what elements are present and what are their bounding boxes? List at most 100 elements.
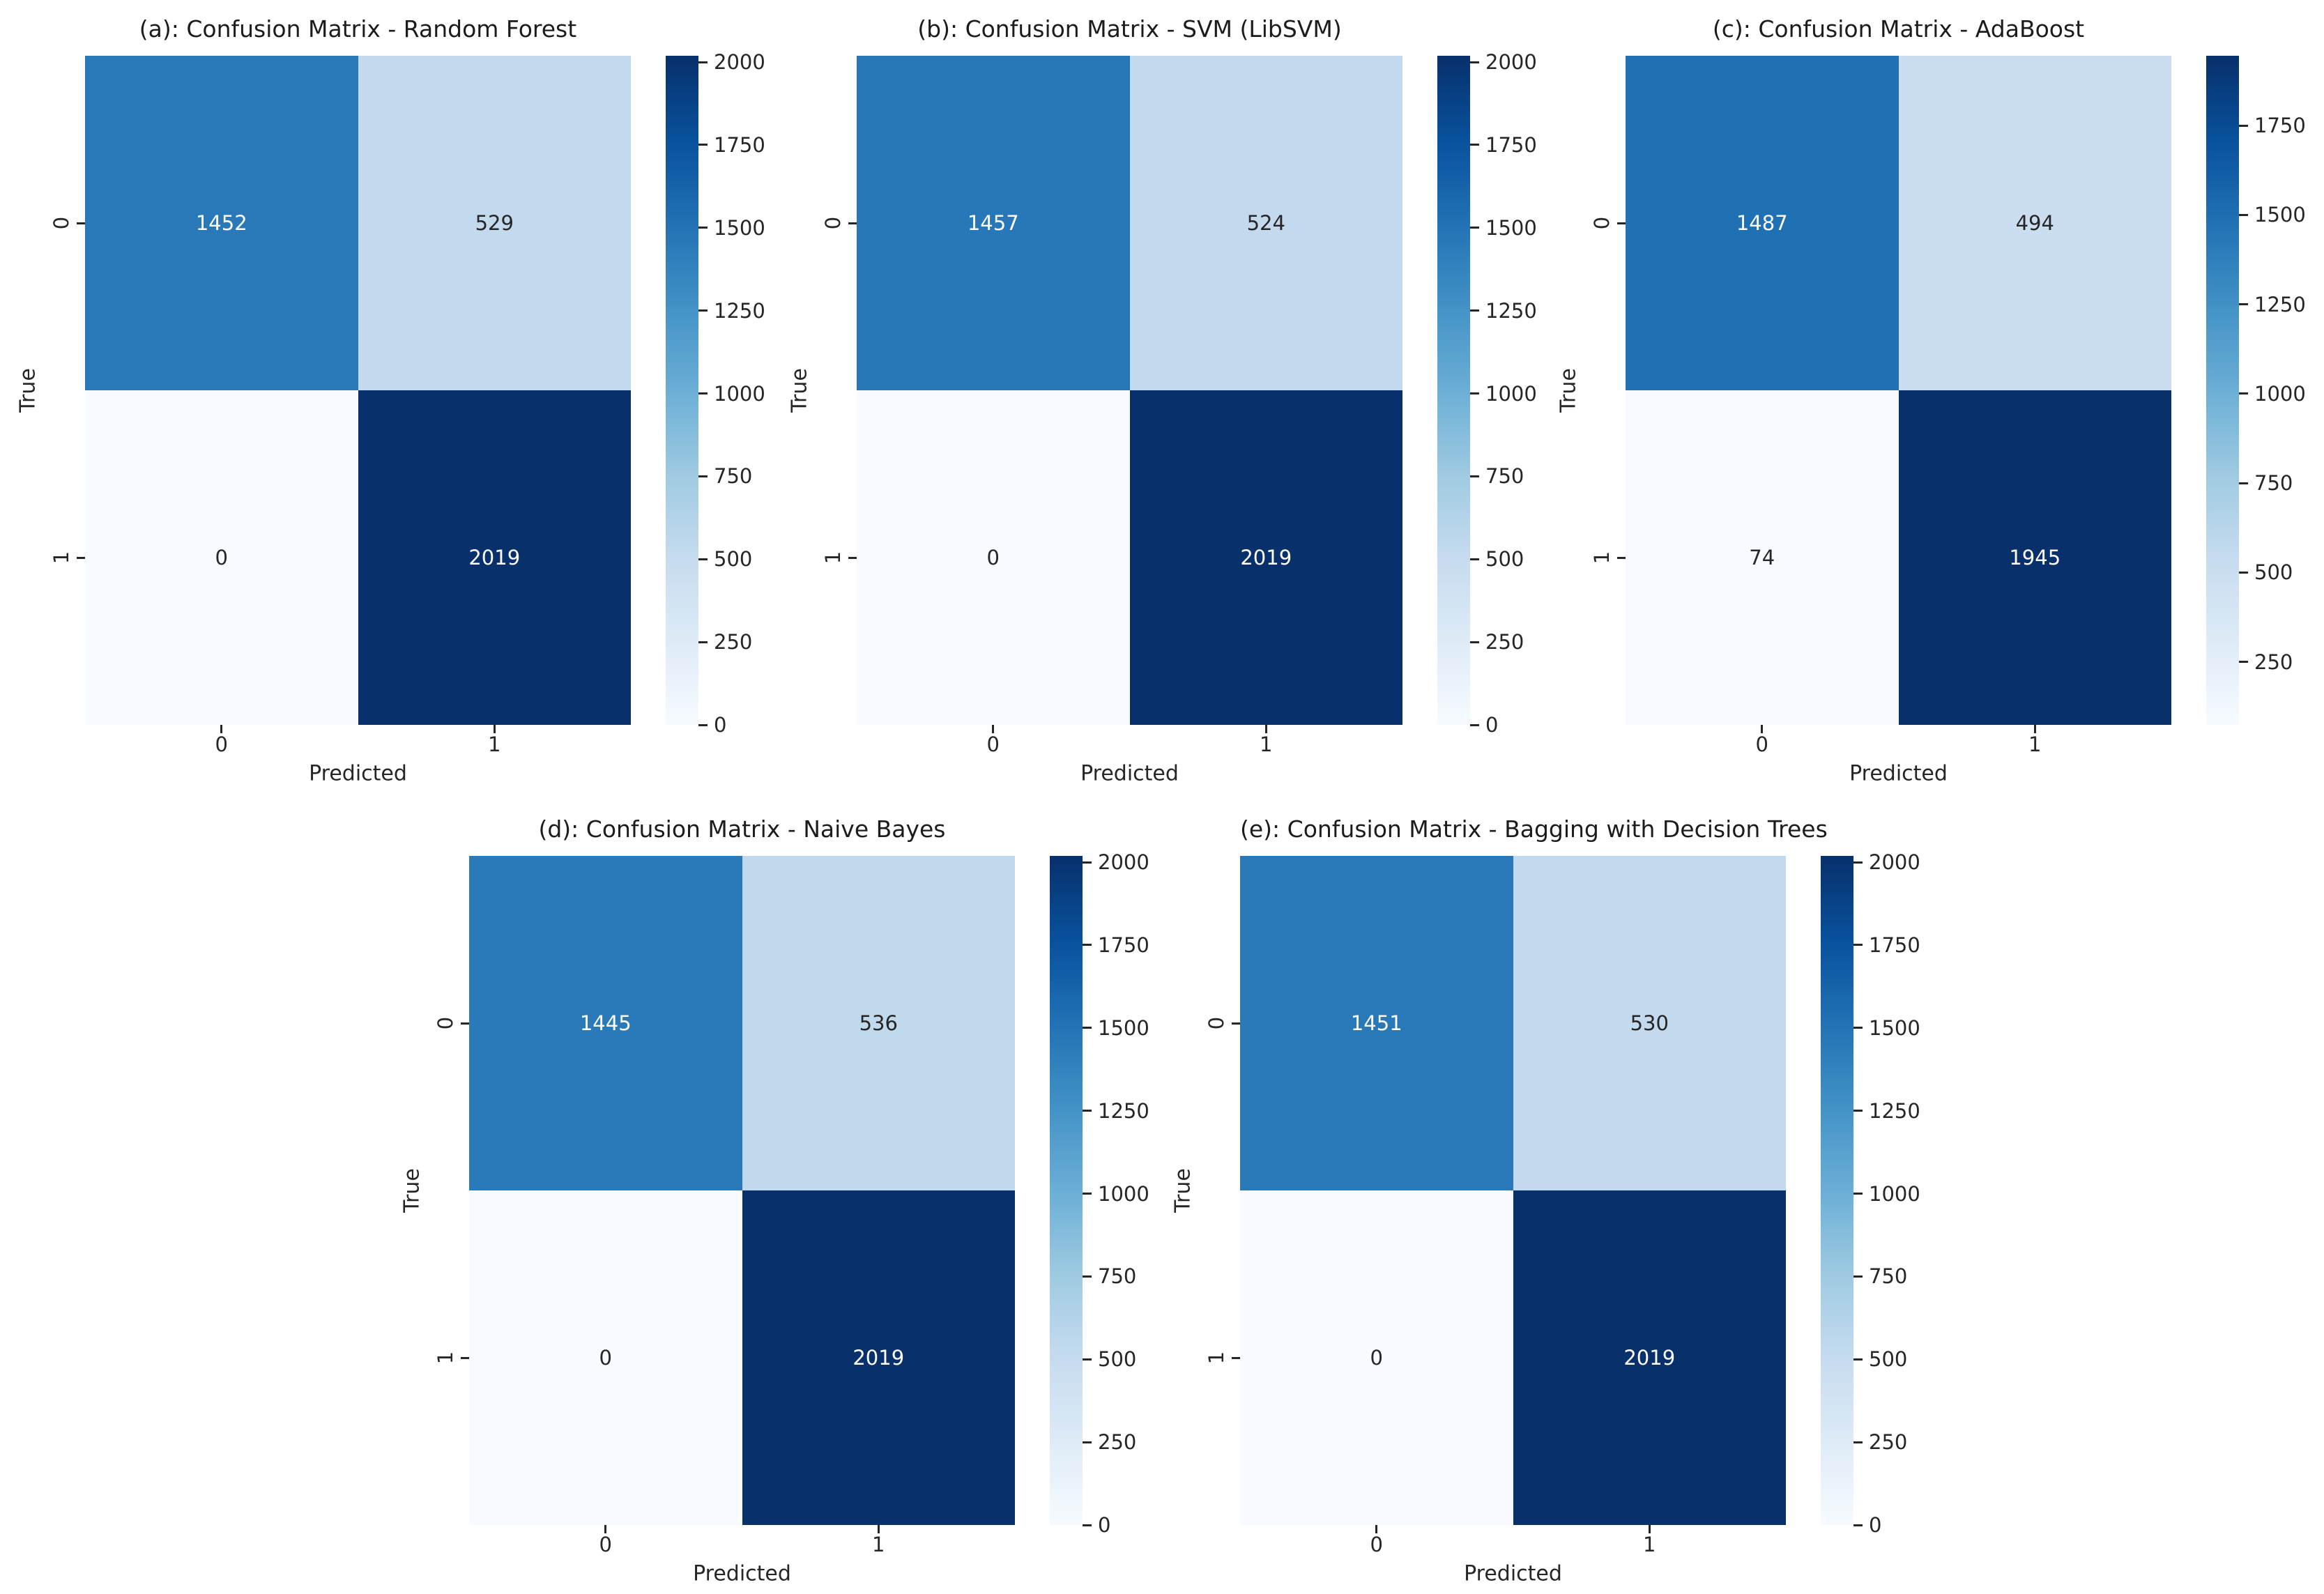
colorbar-tick-label: 2000 [1869,850,1920,875]
colorbar-tick-mark [1083,1524,1092,1526]
colorbar-tick-label: 750 [2254,471,2293,496]
colorbar-tick-mark [1083,1275,1092,1278]
x-axis-label-b: Predicted [1080,761,1179,786]
colorbar-tick-mark [1853,944,1863,947]
y-tick-mark [1232,1022,1240,1025]
x-tick-mark [2033,725,2036,733]
colorbar-tick-mark [2239,213,2248,216]
colorbar-tick-mark [698,558,708,560]
colorbar-tick-label: 1500 [1485,215,1537,240]
x-tick-label: 0 [215,733,228,756]
colorbar-tick-mark [1853,1193,1863,1195]
colorbar-tick-mark [1853,1358,1863,1361]
colorbar-tick-label: 250 [2254,650,2293,674]
x-axis-label-d: Predicted [693,1561,791,1586]
x-tick-mark [220,725,223,733]
colorbar-tick-label: 250 [1485,630,1524,654]
cell-e-00: 1451 [1240,856,1513,1190]
colorbar-tick-label: 1500 [1098,1016,1149,1040]
colorbar-tick-mark [2239,482,2248,484]
colorbar-tick-mark [1470,144,1479,146]
cell-e-01: 530 [1513,856,1786,1190]
colorbar-tick-label: 500 [1098,1347,1137,1372]
x-tick-label: 1 [1643,1533,1656,1556]
cell-value: 529 [475,211,514,235]
colorbar-tick-mark [1083,944,1092,947]
x-tick-label: 0 [1370,1533,1383,1556]
colorbar-tick-mark [1083,1027,1092,1029]
plot-title-a: (a): Confusion Matrix - Random Forest [139,15,577,43]
colorbar-tick-mark [698,641,708,643]
x-tick-mark [1648,1525,1651,1533]
cell-value: 1487 [1736,211,1788,235]
colorbar-b [1437,56,1470,725]
y-tick-label: 1 [1205,1351,1228,1365]
cell-c-11: 1945 [1898,390,2171,725]
y-axis-label-e: True [1170,1168,1195,1213]
cell-value: 2019 [1623,1346,1676,1370]
colorbar-tick-label: 1750 [1485,132,1537,157]
colorbar-tick-label: 750 [1869,1264,1908,1289]
x-tick-mark [604,1525,607,1533]
colorbar-d [1050,856,1083,1525]
colorbar-tick-mark [1470,723,1479,726]
colorbar-a [666,56,698,725]
colorbar-tick-mark [1853,1441,1863,1443]
colorbar-tick-label: 500 [714,547,753,572]
y-tick-mark [77,222,85,224]
y-tick-mark [848,222,857,224]
colorbar-tick-mark [1083,1110,1092,1112]
heatmap-d: 1445 536 0 2019 [469,856,1015,1525]
cell-e-10: 0 [1240,1190,1513,1525]
colorbar-tick-label: 1500 [714,215,765,240]
cell-a-00: 1452 [85,56,358,390]
cell-value: 1445 [579,1011,632,1035]
colorbar-tick-mark [1470,641,1479,643]
colorbar-tick-label: 1250 [1098,1098,1149,1123]
cell-value: 2019 [468,546,521,569]
cell-value: 1945 [2009,546,2061,569]
x-tick-mark [1264,725,1267,733]
colorbar-tick-mark [1853,1275,1863,1278]
colorbar-tick-label: 1000 [714,381,765,406]
y-tick-mark [1617,556,1626,559]
colorbar-tick-mark [1470,309,1479,312]
cell-d-00: 1445 [469,856,742,1190]
colorbar-tick-label: 1500 [1869,1016,1920,1040]
colorbar-tick-mark [1083,1358,1092,1361]
heatmap-a: 1452 529 0 2019 [85,56,631,725]
cell-b-11: 2019 [1129,390,1402,725]
colorbar-tick-label: 500 [1485,547,1524,572]
cell-value: 536 [859,1011,898,1035]
colorbar-tick-label: 0 [1098,1513,1111,1537]
cell-value: 74 [1749,546,1775,569]
colorbar-tick-mark [1083,861,1092,864]
plot-title-b: (b): Confusion Matrix - SVM (LibSVM) [917,15,1342,43]
colorbar-tick-mark [1470,61,1479,63]
colorbar-tick-label: 1250 [714,298,765,323]
colorbar-tick-label: 2000 [1098,850,1149,875]
cell-a-11: 2019 [358,390,631,725]
cell-b-10: 0 [857,390,1130,725]
x-tick-mark [493,725,496,733]
cell-b-01: 524 [1129,56,1402,390]
cell-value: 2019 [1240,546,1292,569]
colorbar-tick-mark [698,227,708,229]
colorbar-tick-mark [1083,1193,1092,1195]
y-tick-mark [77,556,85,559]
colorbar-tick-label: 250 [1098,1430,1137,1455]
cell-a-01: 529 [358,56,631,390]
colorbar-e [1821,856,1853,1525]
colorbar-tick-mark [2239,571,2248,574]
colorbar-tick-mark [1853,1027,1863,1029]
colorbar-tick-label: 1000 [2254,381,2306,406]
cell-value: 1452 [195,211,247,235]
cell-value: 494 [2015,211,2054,235]
colorbar-tick-label: 2000 [1485,50,1537,75]
cell-value: 0 [986,546,1000,569]
y-tick-mark [1232,1356,1240,1359]
colorbar-tick-label: 0 [714,713,727,737]
y-tick-label: 0 [1205,1016,1228,1030]
